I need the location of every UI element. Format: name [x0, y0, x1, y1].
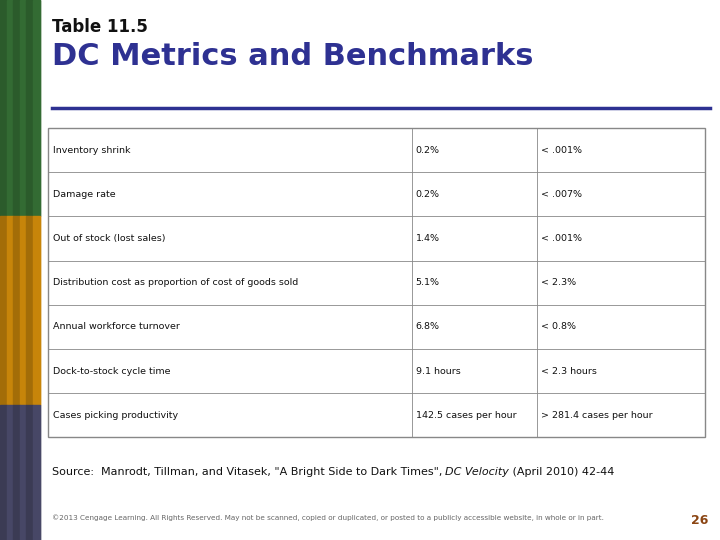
Text: 9.1 hours: 9.1 hours: [415, 367, 461, 376]
Text: 1.4%: 1.4%: [415, 234, 440, 243]
Bar: [0, 216, 40, 405]
Bar: [33, 216, 40, 405]
Text: Cases picking productivity: Cases picking productivity: [53, 411, 178, 420]
Text: 5.1%: 5.1%: [415, 278, 440, 287]
Text: > 281.4 cases per hour: > 281.4 cases per hour: [541, 411, 652, 420]
Bar: [20, 405, 27, 540]
Text: 6.8%: 6.8%: [415, 322, 440, 332]
Bar: [6, 216, 13, 405]
Text: Table 11.5: Table 11.5: [52, 18, 148, 36]
Bar: [0, 405, 6, 540]
Bar: [6, 0, 13, 216]
Text: Dock-to-stock cycle time: Dock-to-stock cycle time: [53, 367, 170, 376]
Text: < .001%: < .001%: [541, 146, 582, 154]
Bar: [27, 216, 33, 405]
Bar: [20, 216, 27, 405]
Bar: [27, 405, 33, 540]
Text: Damage rate: Damage rate: [53, 190, 115, 199]
Bar: [27, 0, 33, 216]
Text: < .007%: < .007%: [541, 190, 582, 199]
Text: Inventory shrink: Inventory shrink: [53, 146, 130, 154]
Text: < .001%: < .001%: [541, 234, 582, 243]
Text: Annual workforce turnover: Annual workforce turnover: [53, 322, 179, 332]
Bar: [13, 405, 20, 540]
Bar: [33, 405, 40, 540]
Text: < 2.3 hours: < 2.3 hours: [541, 367, 597, 376]
Bar: [33, 0, 40, 216]
Text: < 2.3%: < 2.3%: [541, 278, 576, 287]
Text: DC Velocity: DC Velocity: [446, 467, 509, 477]
Bar: [0, 405, 40, 540]
Text: < 0.8%: < 0.8%: [541, 322, 576, 332]
Text: Distribution cost as proportion of cost of goods sold: Distribution cost as proportion of cost …: [53, 278, 298, 287]
Text: 0.2%: 0.2%: [415, 146, 440, 154]
Bar: [13, 216, 20, 405]
Bar: [0, 216, 6, 405]
Bar: [48, 128, 705, 437]
Text: Out of stock (lost sales): Out of stock (lost sales): [53, 234, 165, 243]
Text: 0.2%: 0.2%: [415, 190, 440, 199]
Bar: [20, 0, 27, 216]
Text: 142.5 cases per hour: 142.5 cases per hour: [415, 411, 516, 420]
Text: 26: 26: [690, 514, 708, 527]
Text: Source:  Manrodt, Tillman, and Vitasek, "A Bright Side to Dark Times",: Source: Manrodt, Tillman, and Vitasek, "…: [52, 467, 446, 477]
Bar: [0, 0, 40, 216]
Text: DC Metrics and Benchmarks: DC Metrics and Benchmarks: [52, 42, 533, 71]
Bar: [0, 0, 6, 216]
Bar: [13, 0, 20, 216]
Bar: [6, 405, 13, 540]
Text: ©2013 Cengage Learning. All Rights Reserved. May not be scanned, copied or dupli: ©2013 Cengage Learning. All Rights Reser…: [52, 514, 603, 521]
Text: (April 2010) 42-44: (April 2010) 42-44: [509, 467, 615, 477]
